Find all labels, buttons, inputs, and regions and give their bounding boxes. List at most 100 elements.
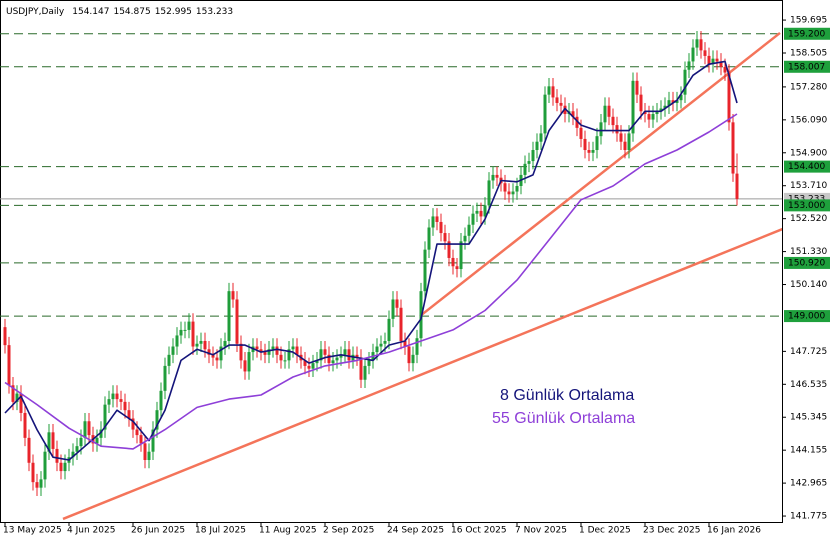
candle-body	[623, 141, 627, 151]
candle-body	[691, 47, 695, 62]
candle-body	[223, 340, 227, 347]
candle-body	[471, 213, 475, 225]
y-tick-label: 158.505	[790, 49, 827, 59]
y-tick-label: 159.695	[790, 16, 827, 26]
candle-body	[523, 163, 527, 175]
candle-body	[87, 421, 91, 436]
candle-body	[631, 80, 635, 134]
candle-body	[559, 102, 563, 106]
candle-body	[163, 365, 167, 391]
candle-body	[571, 111, 575, 117]
candle-body	[395, 299, 399, 308]
candle-body	[443, 233, 447, 242]
candle-body	[431, 216, 435, 228]
candle-body	[71, 451, 75, 458]
candle-body	[303, 360, 307, 366]
candle-body	[135, 429, 139, 436]
candle-body	[339, 354, 343, 358]
x-tick-label: 16 Jan 2026	[707, 526, 761, 536]
candle-body	[187, 321, 191, 330]
candle-body	[279, 354, 283, 361]
candle-body	[575, 116, 579, 128]
candle-body	[415, 338, 419, 355]
candle-body	[675, 100, 679, 103]
level-label: 158.007	[788, 62, 825, 72]
candle-body	[3, 327, 7, 346]
candle-body	[51, 432, 55, 449]
level-label-box	[784, 199, 830, 212]
candle-body	[75, 446, 79, 452]
x-tick-label: 1 Dec 2025	[579, 526, 631, 536]
candle-body	[599, 122, 603, 137]
candle-body	[527, 161, 531, 164]
candle-body	[607, 105, 611, 117]
chart-header: USDJPY,Daily 154.147 154.875 152.995 153.233	[6, 7, 233, 17]
candle-body	[611, 116, 615, 126]
candle-body	[419, 291, 423, 339]
candle-body	[275, 346, 279, 355]
level-label: 150.920	[788, 258, 825, 268]
candle-body	[487, 180, 491, 206]
candle-body	[555, 97, 559, 103]
candle-body	[595, 136, 599, 151]
candle-body	[231, 291, 235, 300]
x-tick-label: 2 Sep 2025	[323, 526, 374, 536]
candle-body	[127, 410, 131, 419]
level-label-box	[784, 27, 830, 40]
candle-body	[467, 224, 471, 236]
trendline	[419, 31, 781, 318]
candle-body	[195, 343, 199, 347]
candle-body	[627, 133, 631, 151]
candle-body	[167, 354, 171, 366]
candle-body	[43, 451, 47, 480]
candle-body	[551, 86, 555, 98]
candle-body	[131, 418, 135, 430]
candle-body	[579, 127, 583, 139]
candle-body	[55, 448, 59, 463]
y-tick-label: 142.965	[790, 479, 827, 489]
candle-body	[79, 437, 83, 447]
level-label: 153.000	[788, 201, 825, 211]
candle-body	[635, 80, 639, 95]
candle-body	[83, 421, 87, 438]
candle-body	[27, 437, 31, 463]
candle-body	[679, 94, 683, 101]
candle-body	[307, 365, 311, 369]
candle-body	[311, 363, 315, 369]
candle-body	[723, 66, 727, 73]
candle-body	[515, 185, 519, 192]
candle-body	[235, 299, 239, 344]
candle-body	[655, 111, 659, 115]
candle-body	[47, 432, 51, 452]
candle-body	[267, 349, 271, 355]
candle-body	[735, 173, 739, 199]
y-tick-label: 145.345	[790, 413, 827, 423]
candle-body	[7, 345, 11, 386]
y-tick-label: 152.520	[790, 214, 827, 224]
candle-body	[667, 100, 671, 106]
y-tick-label: 144.155	[790, 446, 827, 456]
candle-body	[39, 479, 43, 488]
x-tick-label: 4 Jun 2025	[67, 526, 115, 536]
candle-body	[603, 105, 607, 123]
candle-body	[291, 346, 295, 350]
candle-body	[383, 340, 387, 344]
candle-body	[63, 462, 67, 472]
candle-body	[215, 357, 219, 361]
candle-body	[243, 360, 247, 372]
legend-entry: 8 Günlük Ortalama	[500, 387, 634, 404]
y-tick-label: 154.900	[790, 148, 827, 158]
candle-body	[247, 352, 251, 372]
candle-body	[95, 437, 99, 444]
candle-body	[123, 401, 127, 411]
level-label-box	[784, 60, 830, 73]
candle-body	[31, 462, 35, 483]
trendline	[62, 227, 782, 521]
candle-body	[507, 191, 511, 195]
candle-body	[283, 360, 287, 362]
candle-body	[483, 205, 487, 217]
candle-body	[659, 108, 663, 112]
candle-body	[363, 365, 367, 380]
